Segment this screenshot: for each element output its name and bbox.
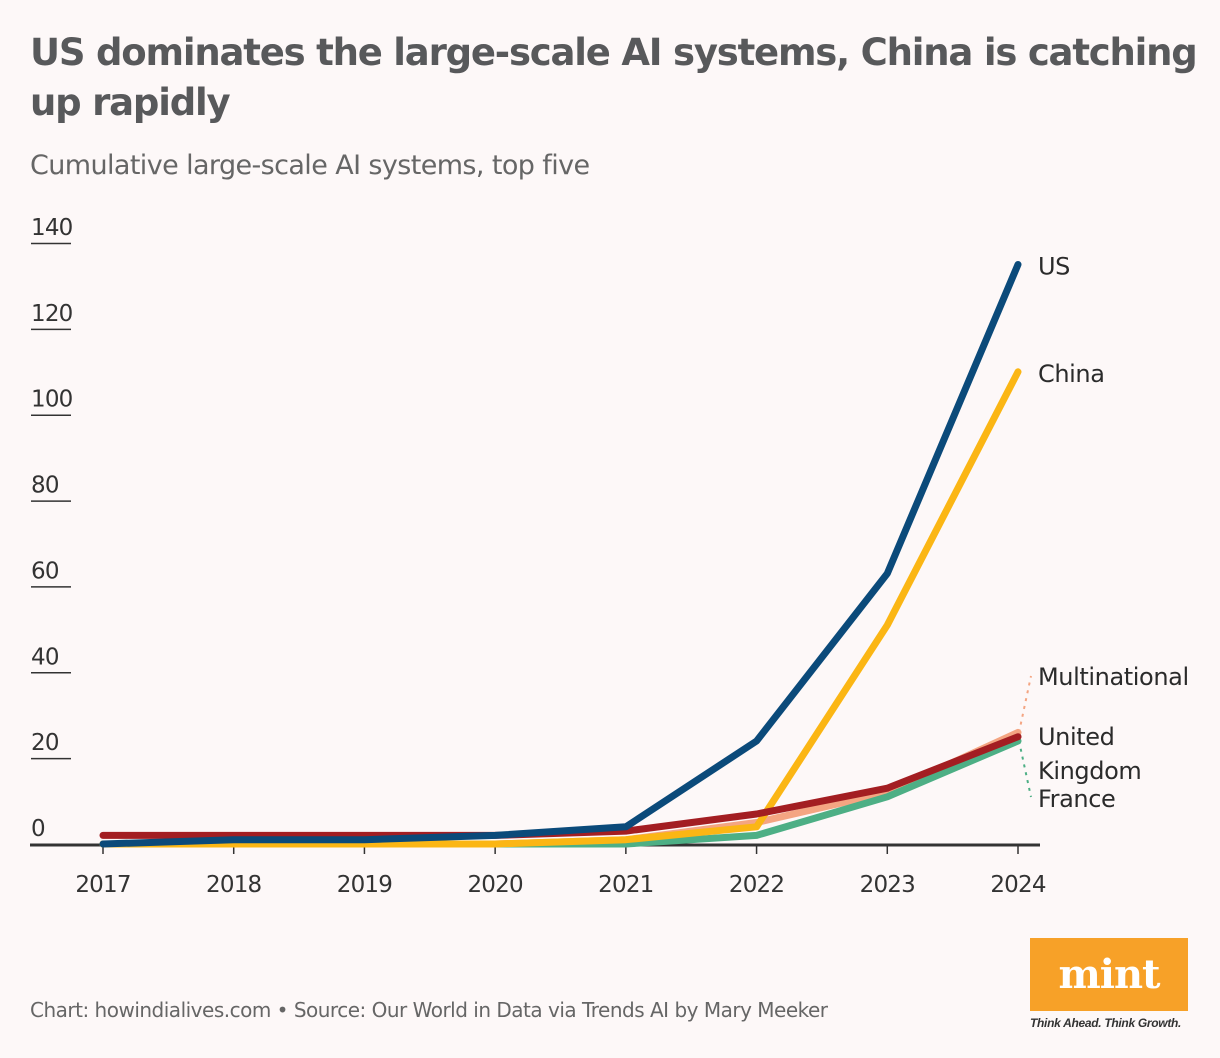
y-tick-label: 20 [31, 730, 59, 756]
x-tick-label: 2024 [990, 872, 1046, 898]
series-label-france: France [1038, 785, 1115, 813]
x-tick-label: 2020 [467, 872, 522, 898]
series-line-us [99, 261, 1022, 848]
series-label-multinational: Multinational [1038, 663, 1189, 691]
mint-logo: mint [1030, 938, 1188, 1011]
y-tick-label: 40 [31, 644, 59, 670]
x-tick-label: 2019 [337, 872, 392, 898]
logo-text: mint [1058, 951, 1160, 998]
x-tick-label: 2017 [75, 872, 130, 898]
y-tick-label: 0 [31, 816, 45, 842]
series-label-us: US [1038, 252, 1070, 280]
x-tick-label: 2022 [729, 872, 784, 898]
y-tick-label: 80 [31, 473, 59, 499]
series-lines [99, 261, 1022, 848]
chart-subtitle: Cumulative large-scale AI systems, top f… [30, 150, 590, 181]
logo-tagline: Think Ahead. Think Growth. [1030, 1016, 1182, 1030]
series-line-china [99, 368, 1022, 848]
y-tick-label: 140 [31, 215, 73, 241]
y-axis: 0 20 40 60 80 100 120 140 [31, 215, 73, 842]
series-label-united-kingdom: United Kingdom [1038, 723, 1141, 785]
x-tick-label: 2018 [206, 872, 261, 898]
y-tick-label: 60 [31, 558, 59, 584]
source-footer: Chart: howindialives.com • Source: Our W… [30, 998, 828, 1022]
chart-title: US dominates the large-scale AI systems,… [30, 31, 1198, 124]
y-tick-label: 120 [31, 301, 73, 327]
x-tick-label: 2021 [598, 872, 653, 898]
leader-line-france [1018, 740, 1032, 798]
x-axis: 2017 2018 2019 2020 2021 2022 2023 2024 [30, 843, 1047, 898]
leader-line-multinational [1018, 675, 1032, 733]
series-label-china: China [1038, 360, 1105, 388]
label-leader-lines [1018, 675, 1032, 798]
series-line-united-kingdom [99, 733, 1022, 839]
y-tick-label: 100 [31, 387, 73, 413]
x-tick-label: 2023 [860, 872, 915, 898]
